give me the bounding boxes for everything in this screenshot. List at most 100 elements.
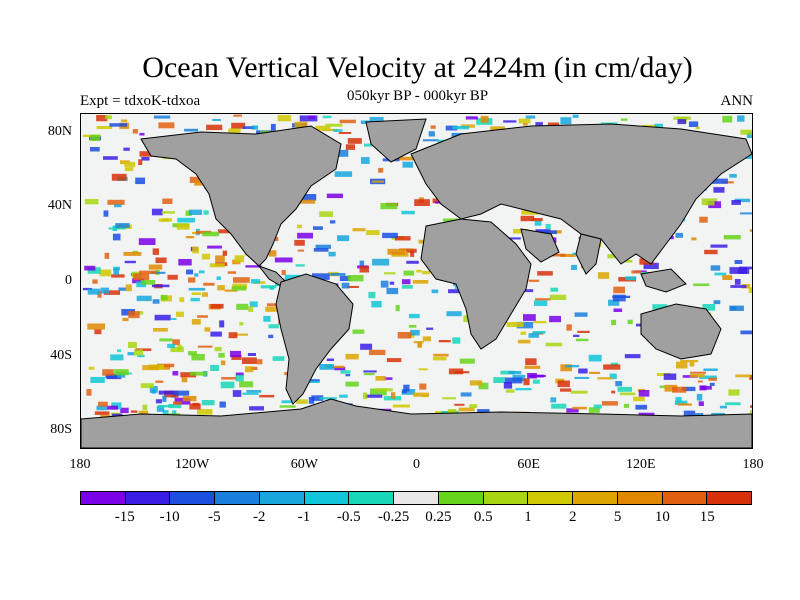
ocean-cell [696, 394, 703, 401]
ocean-cell [315, 125, 331, 131]
ocean-cell [228, 332, 238, 339]
ocean-cell [155, 257, 167, 264]
ocean-cell [128, 341, 137, 348]
ocean-cell [214, 346, 222, 352]
ocean-cell [178, 259, 192, 266]
ocean-cell [184, 128, 199, 132]
ocean-cell [369, 388, 387, 396]
ocean-cell [336, 149, 349, 157]
ocean-cell [121, 119, 128, 122]
ocean-cell [360, 343, 373, 350]
ocean-cell [239, 381, 254, 388]
ocean-cell [532, 218, 543, 222]
ocean-cell [664, 384, 678, 392]
ocean-cell [297, 232, 313, 239]
ocean-cell [196, 409, 213, 415]
ocean-cell [149, 386, 158, 393]
ocean-cell [735, 374, 752, 378]
ocean-cell [197, 315, 208, 318]
ocean-cell [114, 204, 122, 208]
ocean-cell [268, 324, 279, 329]
colorbar-swatch [304, 492, 350, 504]
ocean-cell [337, 235, 350, 242]
ocean-cell [121, 309, 135, 316]
ocean-cell [182, 395, 197, 402]
ocean-cell [308, 115, 315, 119]
ocean-cell [413, 392, 429, 397]
ocean-cell [110, 354, 124, 361]
ocean-cell [107, 405, 118, 410]
ocean-cell [263, 315, 271, 322]
ocean-cell [615, 381, 623, 387]
ocean-cell [247, 353, 256, 356]
colorbar-label: 10 [654, 509, 670, 525]
colorbar-swatch [349, 492, 395, 504]
ocean-cell [730, 285, 747, 288]
ocean-cell [389, 281, 395, 285]
ocean-cell [212, 119, 221, 121]
ocean-cell [217, 229, 231, 234]
land-arabia [520, 228, 560, 263]
ocean-cell [401, 285, 413, 289]
ocean-cell [173, 390, 190, 396]
ocean-cell [265, 306, 281, 312]
ocean-cell [490, 126, 505, 133]
ocean-cell [410, 250, 415, 257]
land-se-asia [640, 268, 687, 293]
ocean-cell [689, 373, 705, 378]
ocean-cell [378, 167, 384, 173]
ocean-cell [731, 200, 741, 205]
land-eurasia [410, 123, 752, 265]
ocean-cell [259, 394, 275, 398]
ocean-cell [500, 370, 515, 375]
ocean-cell [326, 358, 334, 361]
ocean-cell [137, 354, 145, 358]
ocean-cell [210, 303, 224, 309]
colorbar-label: 15 [699, 509, 715, 525]
ocean-cell [117, 349, 122, 353]
ocean-cell [603, 364, 621, 370]
ocean-cell [382, 232, 398, 239]
ocean-cell [576, 338, 589, 342]
ocean-cell [111, 274, 125, 278]
ocean-cell [578, 368, 588, 374]
ocean-cell [277, 115, 292, 122]
ocean-cell [508, 237, 521, 240]
ocean-cell [454, 403, 465, 406]
ocean-cell [503, 120, 517, 123]
ocean-cell [734, 198, 751, 203]
ocean-cell [87, 323, 105, 330]
ocean-cell [709, 382, 715, 386]
ocean-cell [535, 298, 552, 301]
ocean-cell [528, 333, 540, 338]
colorbar-label: 5 [613, 509, 622, 525]
ocean-cell [250, 366, 258, 370]
ocean-cell [550, 287, 559, 292]
ocean-cell [383, 377, 393, 380]
ocean-cell [574, 312, 588, 317]
ocean-cell [723, 235, 741, 240]
ocean-cell [361, 157, 370, 164]
ocean-cell [218, 352, 225, 358]
land-masses [81, 118, 752, 448]
ocean-cell [708, 201, 722, 209]
ocean-cell [674, 400, 688, 405]
land-south-america [275, 273, 354, 405]
ocean-cell [749, 410, 752, 414]
ocean-cell [204, 327, 211, 332]
ocean-cell [176, 223, 190, 230]
ocean-cell [188, 287, 206, 291]
ocean-cell [528, 279, 540, 282]
lat-tick-label: 80S [50, 422, 72, 438]
ocean-cell [158, 365, 171, 370]
ocean-cell [151, 271, 166, 274]
ocean-cell [108, 227, 126, 230]
ocean-cell [524, 365, 541, 369]
lon-tick-label: 0 [413, 457, 420, 472]
ocean-cell [202, 231, 219, 237]
ocean-cell [179, 297, 185, 303]
ocean-cell [535, 122, 543, 126]
lat-tick-label: 80N [47, 123, 72, 139]
ocean-cell [710, 265, 721, 271]
ocean-cell [693, 283, 710, 287]
